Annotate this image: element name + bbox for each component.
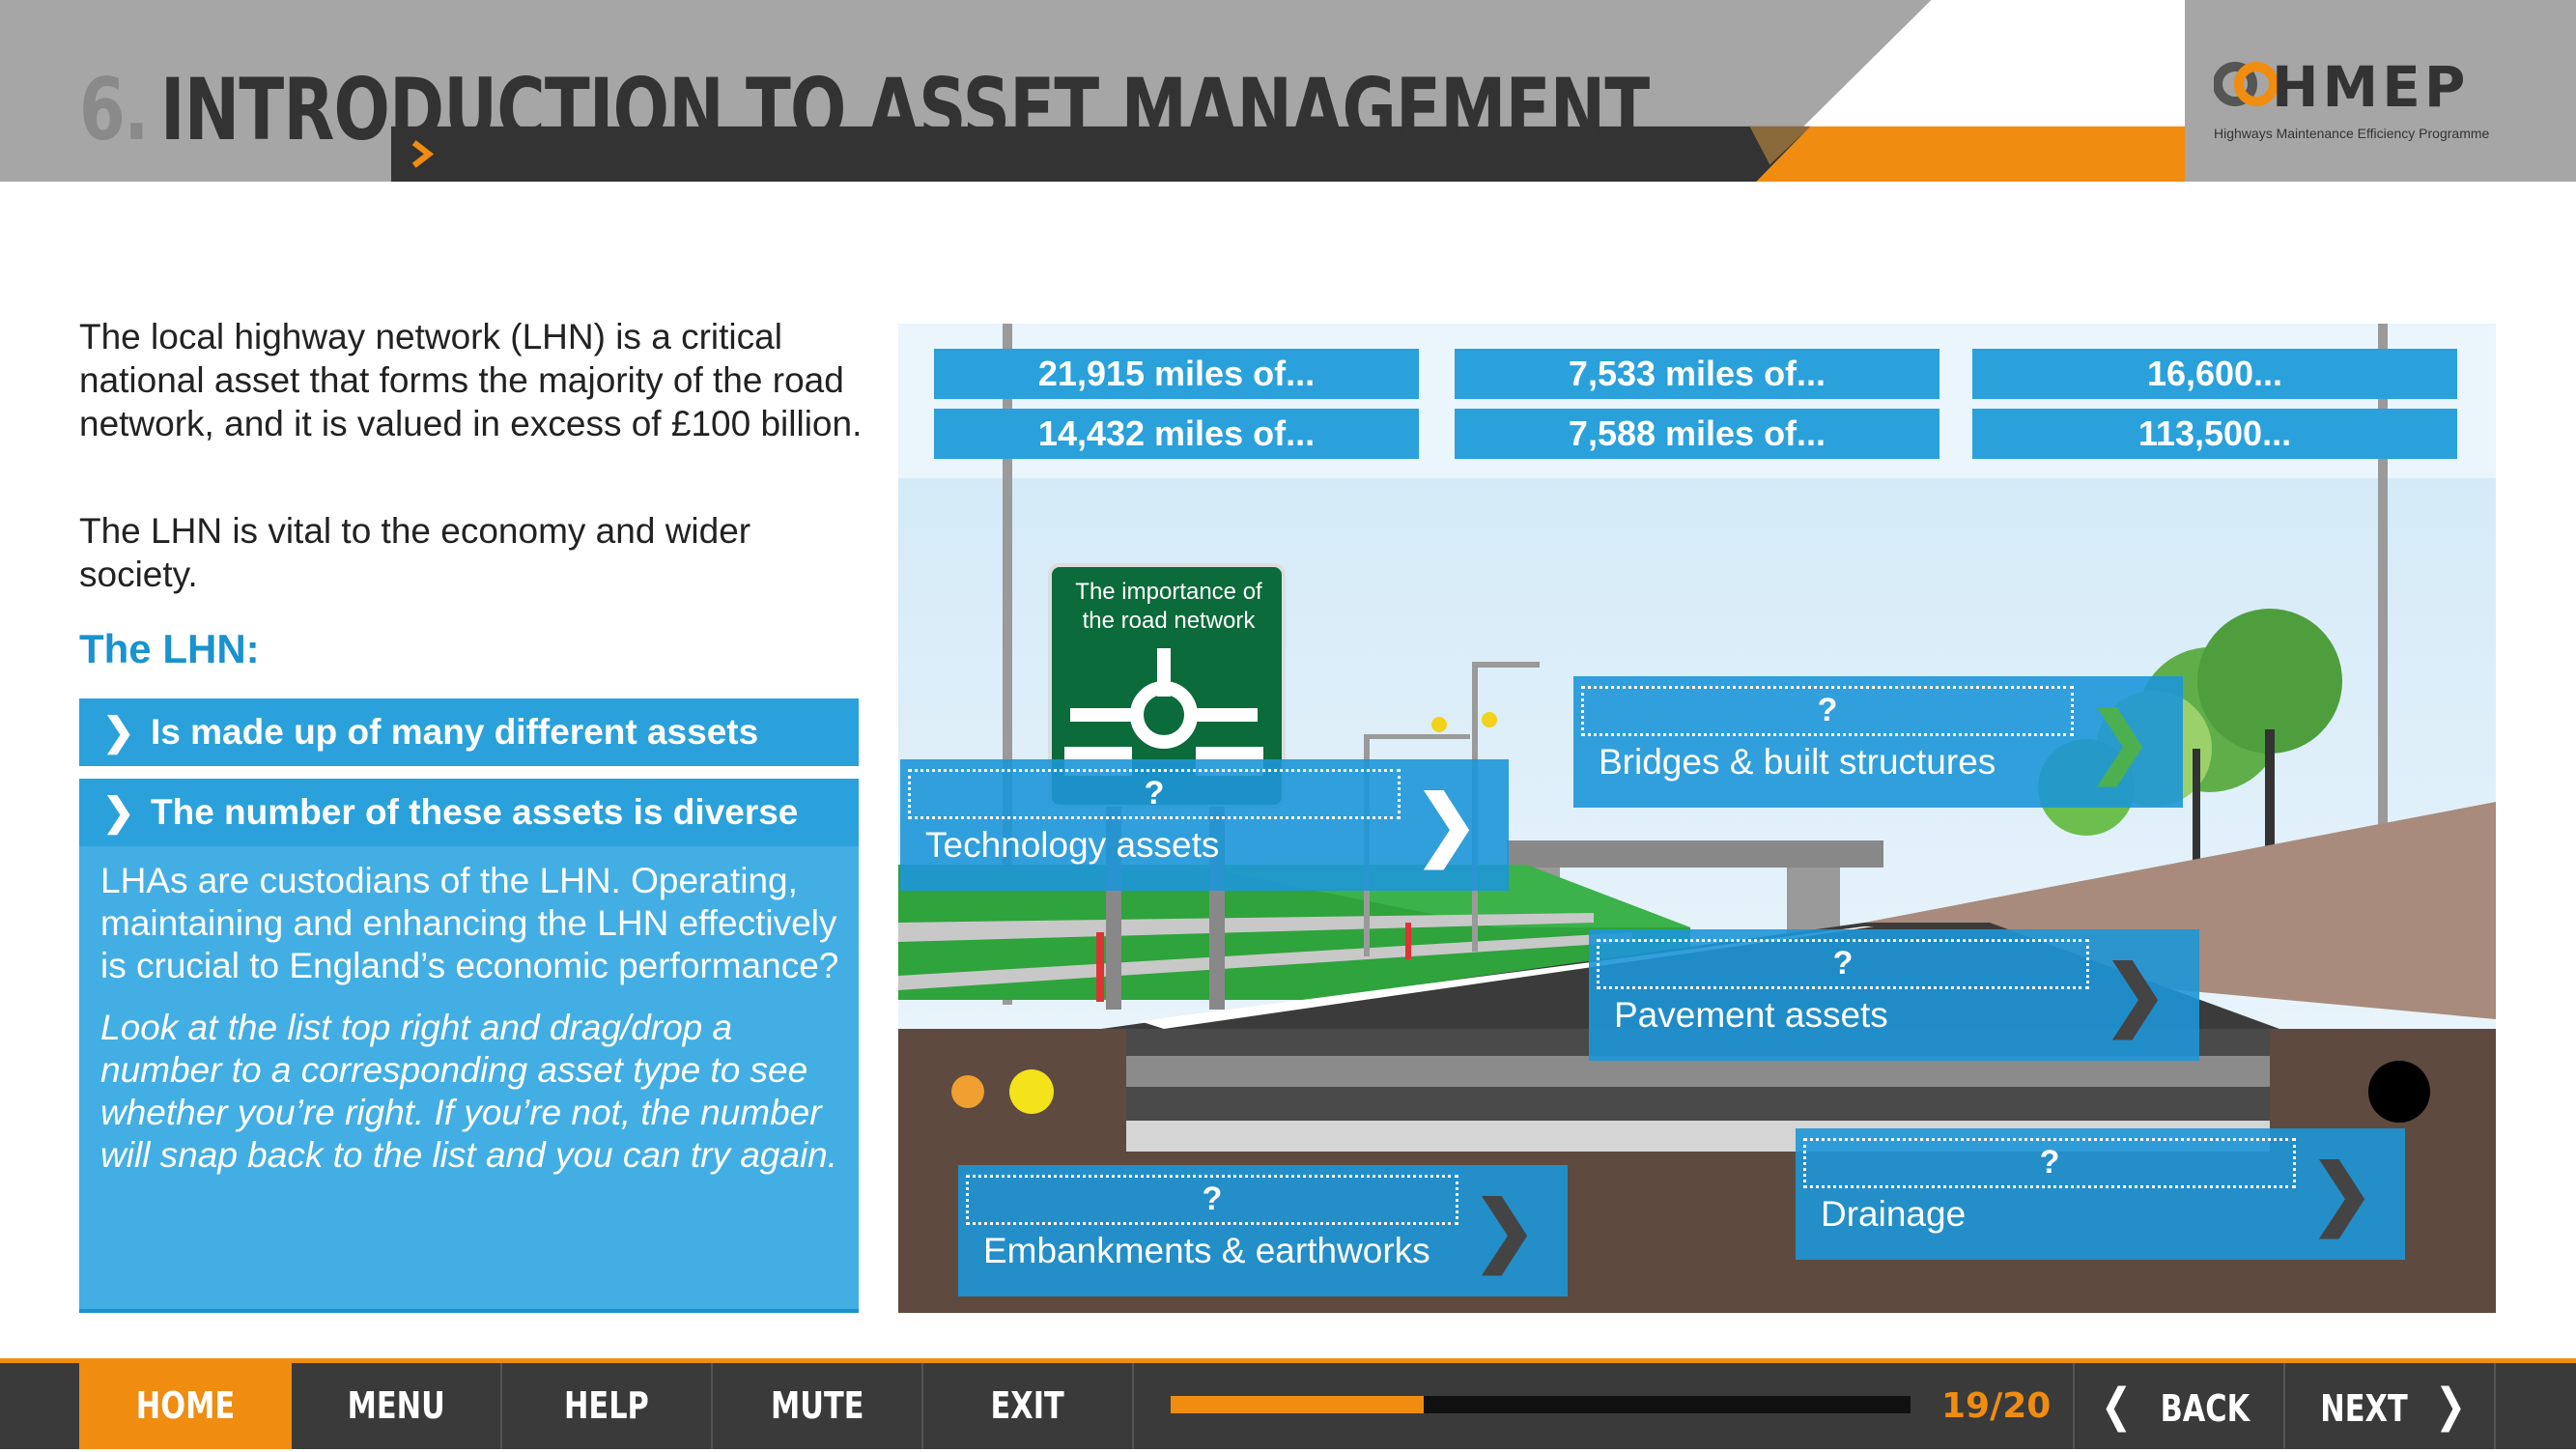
chevron-right-icon: ❯ [2087, 698, 2153, 783]
page-subtitle: THE IMPORTANCE OF THE ROAD NETWORK [79, 189, 1187, 257]
info-text: LHAs are custodians of the LHN. Operatin… [100, 861, 839, 985]
logo-tagline: Highways Maintenance Efficiency Programm… [2214, 126, 2490, 141]
lhn-item-label: Is made up of many different assets [151, 712, 759, 752]
intro-paragraph-1: The local highway network (LHN) is a cri… [79, 317, 863, 443]
exit-label: EXIT [990, 1384, 1065, 1427]
number-tile[interactable]: 14,432 miles of... [934, 409, 1419, 459]
home-button[interactable]: HOME [79, 1363, 292, 1449]
road-sign-text: The importance of the road network [1075, 579, 1262, 634]
nav-divider [711, 1363, 713, 1449]
drop-slot[interactable]: ? [1581, 686, 2074, 736]
number-tile[interactable]: 7,533 miles of... [1455, 349, 1939, 399]
menu-label: MENU [347, 1384, 445, 1427]
chevron-right-icon: ❯ [2103, 951, 2168, 1037]
number-tile[interactable]: 113,500... [1972, 409, 2457, 459]
nav-divider [2073, 1363, 2075, 1449]
drop-target-bridges[interactable]: ? Bridges & built structures ❯ [1573, 676, 2183, 808]
info-panel: LHAs are custodians of the LHN. Operatin… [79, 846, 859, 1312]
lhn-item-label: The number of these assets is diverse [151, 792, 799, 832]
drop-slot[interactable]: ? [966, 1175, 1458, 1225]
header-shapes [390, 0, 2186, 182]
drop-target-pavement[interactable]: ? Pavement assets ❯ [1589, 929, 2199, 1061]
target-label: Drainage [1821, 1194, 1967, 1234]
drop-target-technology[interactable]: ? Technology assets ❯ [900, 759, 1509, 891]
drop-slot[interactable]: ? [1803, 1138, 2296, 1188]
nav-accent-line [0, 1358, 2576, 1363]
mute-button[interactable]: MUTE [713, 1363, 921, 1449]
nav-divider [1132, 1363, 1134, 1449]
chevron-right-icon: ❯ [1472, 1186, 1538, 1272]
nav-divider [2283, 1363, 2285, 1449]
logo-text: HMEP [2272, 54, 2470, 120]
page-title: INTRODUCTION TO ASSET MANAGEMENT [160, 60, 1650, 159]
drop-target-drainage[interactable]: ? Drainage ❯ [1796, 1128, 2405, 1260]
drop-slot[interactable]: ? [1597, 939, 2089, 989]
page-counter: 19/20 [1941, 1386, 2052, 1426]
target-label: Embankments & earthworks [983, 1231, 1430, 1270]
nav-divider [500, 1363, 502, 1449]
section-number: 6. [79, 60, 149, 159]
chevron-left-icon: ❮ [2101, 1379, 2133, 1433]
nav-divider [2494, 1363, 2496, 1449]
chevron-right-icon: ❯ [1414, 781, 1480, 867]
back-button[interactable]: ❮ BACK [2075, 1363, 2283, 1449]
progress-bar-fill [1171, 1396, 1424, 1413]
number-tile[interactable]: 16,600... [1972, 349, 2457, 399]
instruction-text: Look at the list top right and drag/drop… [100, 1008, 838, 1175]
menu-button[interactable]: MENU [292, 1363, 500, 1449]
mute-label: MUTE [770, 1384, 864, 1427]
number-tile[interactable]: 7,588 miles of... [1455, 409, 1939, 459]
chevron-right-icon: ❯ [102, 791, 135, 834]
help-button[interactable]: HELP [502, 1363, 711, 1449]
info-panel-underline [79, 1309, 859, 1313]
target-label: Bridges & built structures [1599, 742, 1996, 782]
chevron-right-icon: ❯ [2435, 1379, 2467, 1433]
drop-slot[interactable]: ? [908, 769, 1401, 819]
nav-divider [921, 1363, 923, 1449]
chevron-right-icon: ❯ [2309, 1150, 2375, 1236]
target-label: Technology assets [925, 825, 1220, 865]
help-label: HELP [564, 1384, 649, 1427]
next-button[interactable]: NEXT ❯ [2285, 1363, 2494, 1449]
home-label: HOME [135, 1384, 236, 1427]
drop-target-embankments[interactable]: ? Embankments & earthworks ❯ [958, 1165, 1568, 1296]
hmep-logo-icon [2214, 62, 2279, 106]
target-label: Pavement assets [1614, 995, 1888, 1035]
exit-button[interactable]: EXIT [923, 1363, 1132, 1449]
lhn-heading: The LHN: [79, 626, 260, 671]
intro-paragraph-2: The LHN is vital to the economy and wide… [79, 511, 751, 594]
next-label: NEXT [2320, 1387, 2408, 1430]
back-label: BACK [2160, 1387, 2250, 1430]
lhn-item-assets[interactable]: ❯ Is made up of many different assets [79, 698, 859, 766]
chevron-right-icon: ❯ [102, 711, 135, 754]
number-tile[interactable]: 21,915 miles of... [934, 349, 1419, 399]
lhn-item-diverse[interactable]: ❯ The number of these assets is diverse [79, 779, 859, 846]
